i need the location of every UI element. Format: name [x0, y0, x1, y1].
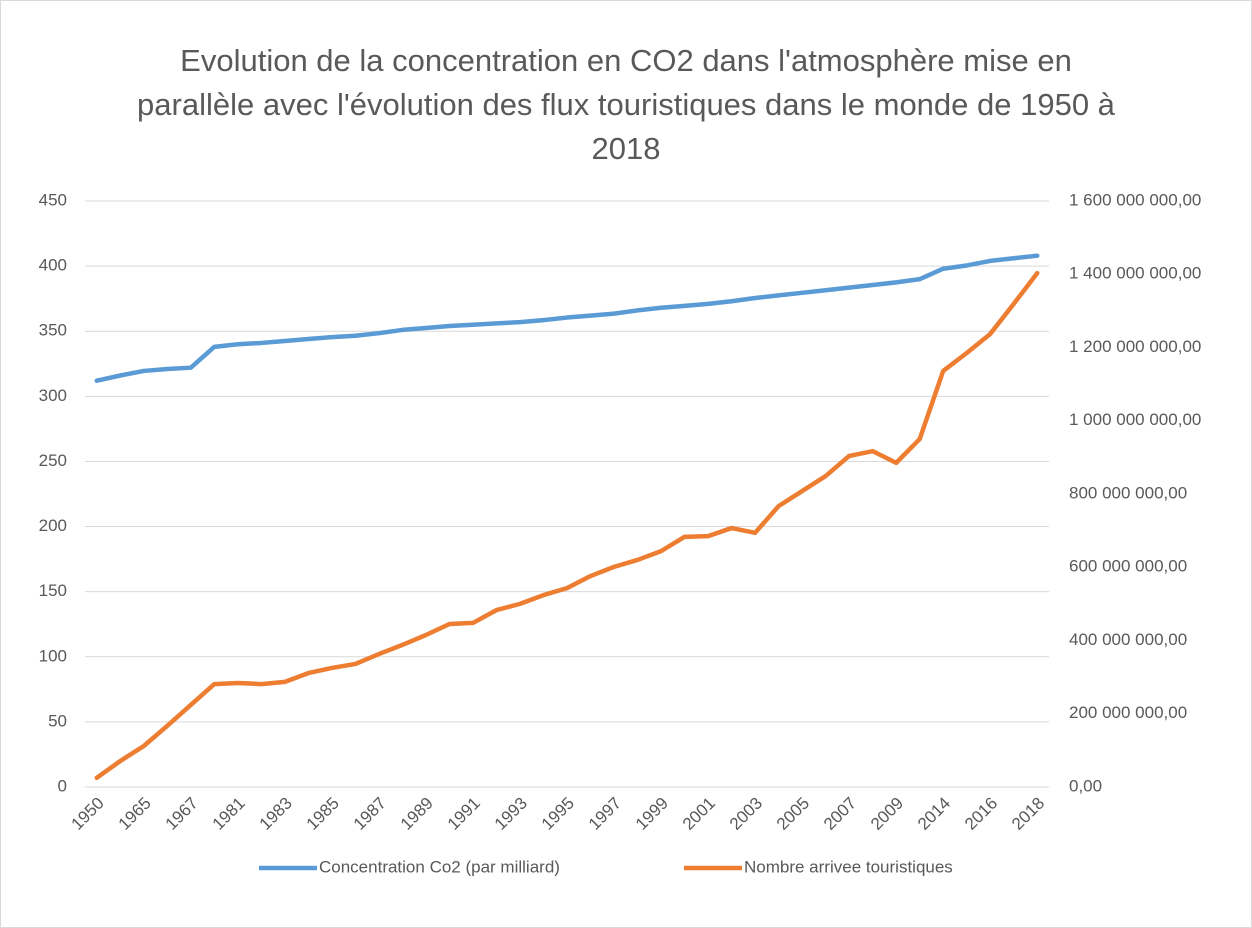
y-tick-label: 0 [58, 776, 67, 795]
legend-label: Nombre arrivee touristiques [744, 857, 953, 876]
y-tick-label: 450 [39, 190, 67, 209]
x-tick-label: 1995 [538, 794, 578, 834]
x-tick-label: 2001 [679, 794, 719, 834]
x-tick-label: 1985 [303, 794, 343, 834]
legend-label: Concentration Co2 (par milliard) [319, 857, 560, 876]
x-tick-label: 2003 [726, 794, 766, 834]
y-tick-label: 300 [39, 386, 67, 405]
x-tick-label: 1999 [632, 794, 672, 834]
y2-tick-label: 1 200 000 000,00 [1069, 337, 1201, 356]
x-tick-label: 2018 [1008, 794, 1048, 834]
x-tick-label: 1967 [162, 794, 202, 834]
line-series [94, 253, 1040, 383]
line-series [94, 270, 1040, 781]
y2-tick-label: 1 600 000 000,00 [1069, 190, 1201, 209]
x-tick-label: 2005 [773, 794, 813, 834]
x-tick-label: 1965 [115, 794, 155, 834]
y2-tick-label: 800 000 000,00 [1069, 483, 1187, 502]
chart-title: Evolution de la concentration en CO2 dan… [137, 43, 1115, 166]
y-tick-label: 150 [39, 581, 67, 600]
y-tick-label: 400 [39, 256, 67, 275]
y-tick-label: 200 [39, 516, 67, 535]
x-tick-label: 2007 [820, 794, 860, 834]
x-tick-label: 2016 [961, 794, 1001, 834]
y2-tick-label: 0,00 [1069, 776, 1102, 795]
x-tick-label: 1991 [444, 794, 484, 834]
x-tick-label: 1989 [397, 794, 437, 834]
y-tick-label: 350 [39, 321, 67, 340]
x-tick-label: 1993 [491, 794, 531, 834]
y-tick-label: 50 [48, 711, 67, 730]
y2-tick-label: 1 000 000 000,00 [1069, 410, 1201, 429]
x-tick-label: 1997 [585, 794, 625, 834]
x-tick-label: 1981 [209, 794, 249, 834]
y-tick-label: 250 [39, 451, 67, 470]
x-tick-label: 1983 [256, 794, 296, 834]
y2-tick-label: 400 000 000,00 [1069, 630, 1187, 649]
x-tick-label: 2014 [914, 794, 954, 834]
x-tick-label: 1987 [350, 794, 390, 834]
y2-tick-label: 200 000 000,00 [1069, 703, 1187, 722]
y2-tick-label: 600 000 000,00 [1069, 557, 1187, 576]
y2-tick-label: 1 400 000 000,00 [1069, 264, 1201, 283]
x-tick-label: 2009 [867, 794, 907, 834]
x-tick-label: 1950 [68, 794, 108, 834]
y-tick-label: 100 [39, 646, 67, 665]
